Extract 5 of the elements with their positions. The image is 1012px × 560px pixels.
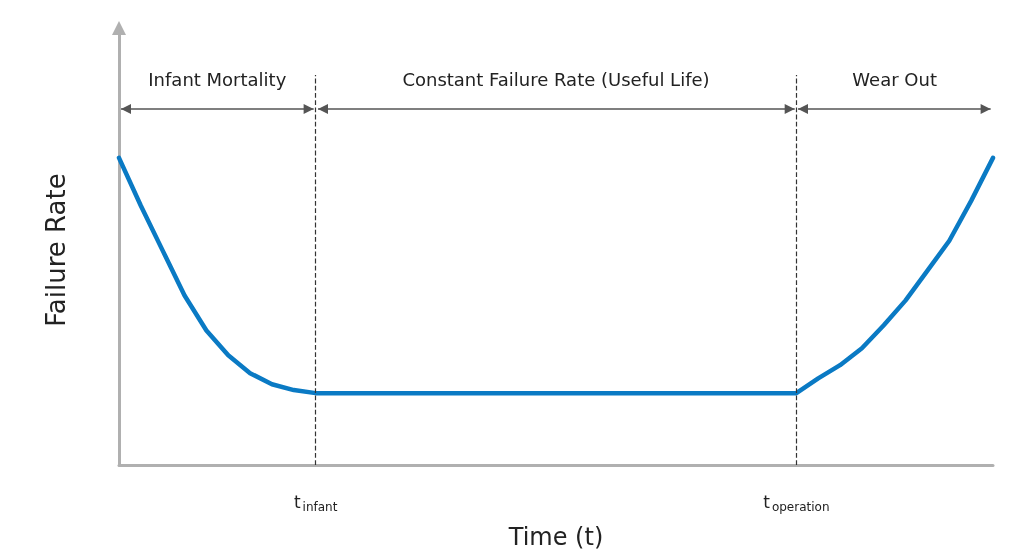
y-axis-title: Failure Rate	[41, 173, 71, 327]
text: Infant Mortality	[148, 68, 287, 90]
text: Constant Failure Rate (Useful Life)	[402, 68, 710, 90]
x-axis-title: Time (t)	[507, 523, 604, 551]
text: Wear Out	[852, 68, 937, 90]
